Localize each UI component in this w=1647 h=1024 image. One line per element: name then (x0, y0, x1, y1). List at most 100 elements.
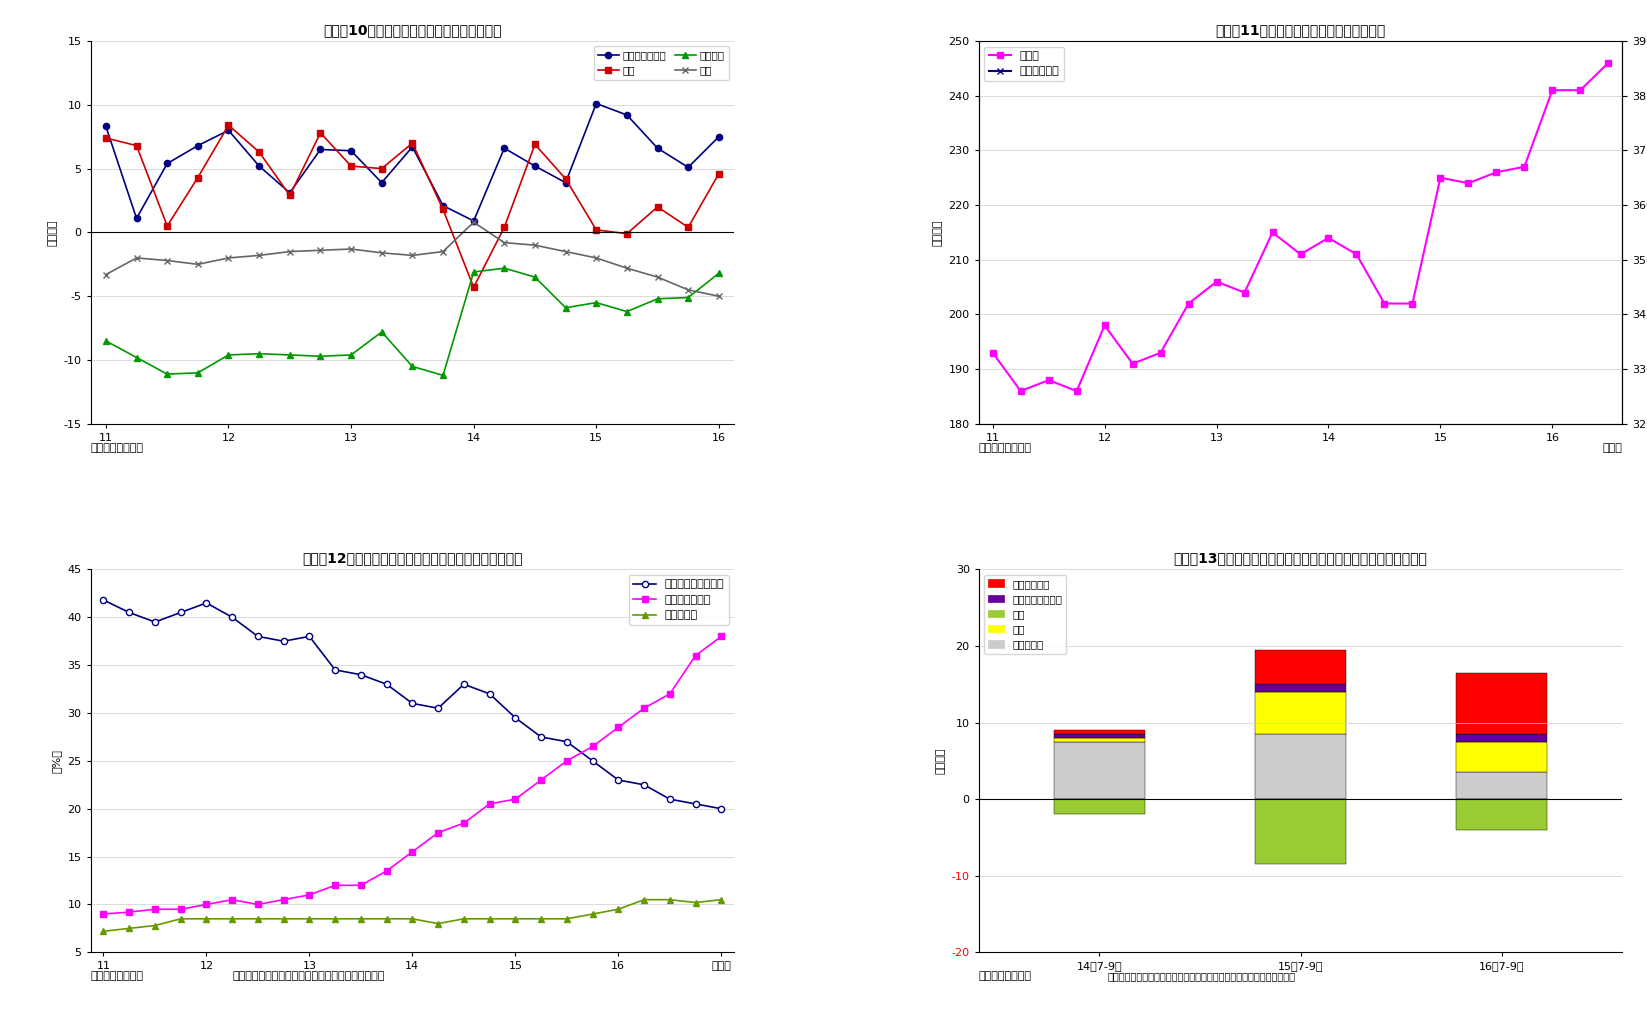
海外シェア (300, 912, 320, 925)
日本銀行シェア (634, 702, 654, 715)
Text: （資料）日本銀行: （資料）日本銀行 (91, 971, 143, 981)
海外 (679, 284, 698, 296)
日本銀行シェア (249, 898, 268, 910)
海外 (586, 252, 606, 264)
一般政府 (679, 292, 698, 304)
Text: （資料）日本銀行: （資料）日本銀行 (978, 442, 1031, 453)
Bar (1255, 799, 1346, 864)
海外シェア (196, 912, 216, 925)
預金取扱機関シェア (634, 778, 654, 791)
日本銀行シェア (479, 798, 499, 810)
Bar (1456, 734, 1547, 741)
海外シェア (377, 912, 397, 925)
海外 (127, 252, 147, 264)
日本銀行シェア (351, 880, 371, 892)
海外 (341, 243, 361, 255)
海外シェア (506, 912, 525, 925)
家計 (618, 227, 637, 240)
日本銀行シェア (428, 826, 448, 839)
Line: 海外: 海外 (102, 219, 721, 299)
一般政府 (188, 367, 208, 379)
民間非金融法人 (433, 200, 453, 212)
海外シェア (222, 912, 242, 925)
一般政府 (555, 302, 575, 314)
Bar (1054, 741, 1145, 799)
Legend: 民間非金融法人, 家計, 一般政府, 海外: 民間非金融法人, 家計, 一般政府, 海外 (593, 46, 730, 80)
一般政府 (433, 370, 453, 382)
家計 (555, 173, 575, 185)
Text: （年）: （年） (1603, 442, 1622, 453)
預金取扱機関シェア (402, 697, 422, 710)
日本銀行シェア (583, 740, 603, 753)
Title: （図表13）国内銀行・保険・年金基金の資金フロー（主な資産）: （図表13）国内銀行・保険・年金基金の資金フロー（主な資産） (1174, 552, 1428, 565)
一般政府 (280, 349, 300, 361)
預金取扱機関シェア (506, 712, 525, 724)
Title: （図表11）民間非金融法人の現預金・借入: （図表11）民間非金融法人の現預金・借入 (1215, 23, 1385, 37)
預金取扱機関シェア (249, 630, 268, 642)
Line: 一般政府: 一般政府 (102, 265, 721, 379)
日本銀行シェア (273, 894, 293, 906)
Bar (1054, 730, 1145, 734)
家計 (127, 139, 147, 152)
民間非金融法人 (402, 140, 422, 153)
一般政府 (708, 267, 728, 280)
海外 (372, 247, 392, 259)
預金取扱機関シェア (171, 606, 191, 618)
家計 (280, 189, 300, 202)
家計 (464, 282, 484, 294)
家計 (433, 204, 453, 216)
家計 (219, 119, 239, 131)
日本銀行シェア (300, 889, 320, 901)
日本銀行シェア (222, 894, 242, 906)
海外シェア (712, 894, 731, 906)
一般政府 (158, 368, 178, 380)
Text: （資料）日本銀行: （資料）日本銀行 (91, 442, 143, 453)
家計 (525, 138, 545, 151)
民間非金融法人 (311, 143, 331, 156)
日本銀行シェア (171, 903, 191, 915)
Bar (1255, 650, 1346, 684)
海外シェア (557, 912, 576, 925)
海外 (618, 262, 637, 274)
海外シェア (634, 894, 654, 906)
家計 (494, 221, 514, 233)
民間非金融法人 (586, 97, 606, 110)
海外 (464, 216, 484, 228)
現預金 (1543, 84, 1563, 96)
現預金 (1011, 385, 1031, 397)
現預金 (1375, 297, 1395, 309)
預金取扱機関シェア (608, 774, 628, 786)
預金取扱機関シェア (479, 688, 499, 700)
現預金 (1151, 347, 1171, 359)
一般政府 (311, 350, 331, 362)
現預金 (1039, 374, 1059, 386)
家計 (679, 221, 698, 233)
Line: 借入（右軸）: 借入（右軸） (990, 989, 1611, 1024)
民間非金融法人 (219, 124, 239, 136)
現預金 (1263, 226, 1283, 239)
Bar (1054, 738, 1145, 741)
日本銀行シェア (324, 880, 344, 892)
日本銀行シェア (712, 630, 731, 642)
Text: （資料）日本銀行: （資料）日本銀行 (978, 971, 1031, 981)
現預金 (1599, 56, 1619, 69)
海外シェア (273, 912, 293, 925)
預金取扱機関シェア (196, 597, 216, 609)
民間非金融法人 (708, 130, 728, 142)
預金取扱機関シェア (300, 630, 320, 642)
日本銀行シェア (660, 688, 680, 700)
民間非金融法人 (464, 215, 484, 227)
日本銀行シェア (455, 817, 474, 829)
一般政府 (464, 266, 484, 279)
海外シェア (479, 912, 499, 925)
預金取扱機関シェア (557, 735, 576, 748)
現預金 (1095, 319, 1115, 332)
海外 (647, 271, 667, 284)
民間非金融法人 (96, 121, 115, 133)
Legend: 預金取扱機関シェア, 日本銀行シェア, 海外シェア: 預金取扱機関シェア, 日本銀行シェア, 海外シェア (629, 574, 728, 625)
海外シェア (249, 912, 268, 925)
海外 (249, 249, 268, 261)
預金取扱機関シェア (712, 803, 731, 815)
家計 (311, 127, 331, 139)
預金取扱機関シェア (532, 731, 552, 743)
